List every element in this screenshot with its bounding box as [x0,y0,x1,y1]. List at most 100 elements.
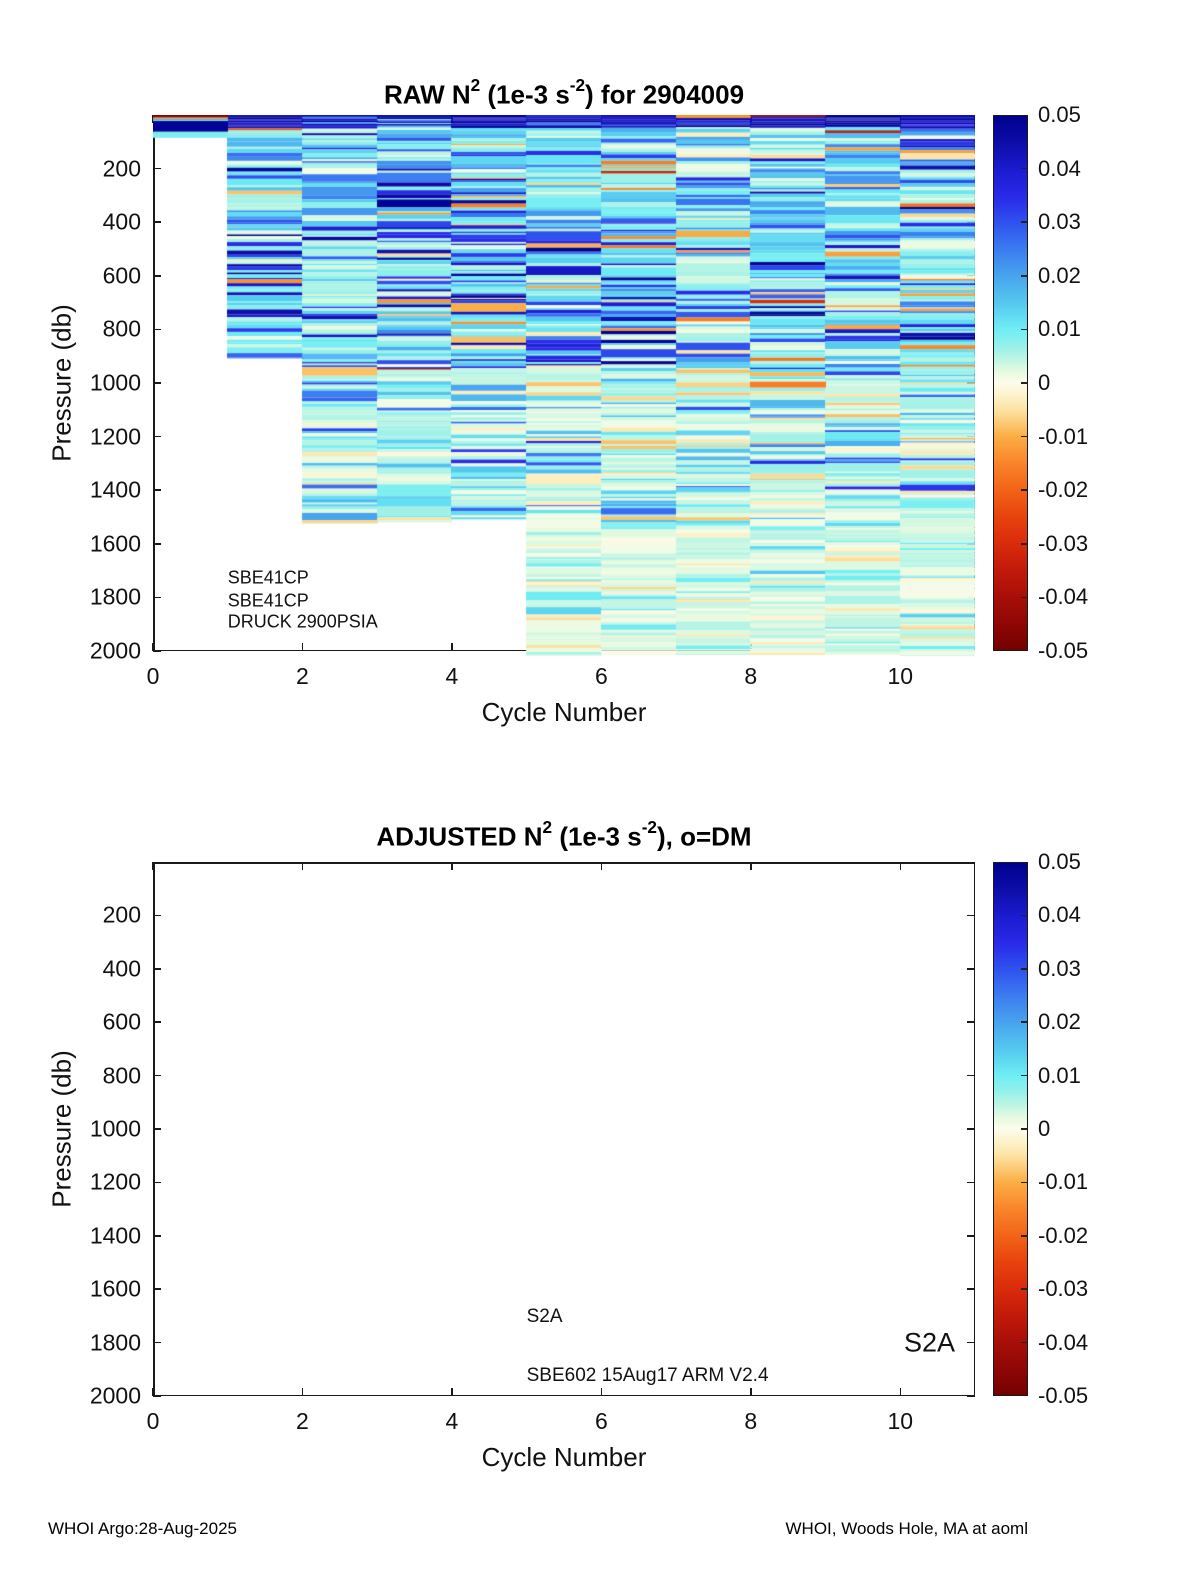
y-tick-label: 600 [102,1008,141,1035]
colorbar-tick-mark [1021,328,1028,331]
x-tick-mark-top [899,862,902,870]
y-tick-mark-right [967,1074,975,1077]
colorbar-tick-label: -0.04 [1038,584,1089,610]
y-tick-mark [153,1128,161,1130]
colorbar-tick-mark [1021,968,1028,970]
y-tick-mark-right [967,1395,975,1397]
colorbar-tick-label: -0.01 [1038,423,1089,449]
colorbar-tick-label: -0.05 [1038,638,1089,663]
x-tick-label: 2 [296,663,309,689]
plot-annotation: S2A [526,1306,563,1328]
x-tick-label: 0 [146,1408,160,1434]
y-tick-mark [153,1395,161,1397]
colorbar-tick-label: 0 [1038,370,1051,395]
colorbar-tick-label: 0.02 [1038,262,1081,288]
y-tick-mark-right [967,1021,975,1023]
x-tick-mark [152,1388,154,1396]
y-tick-mark-right [967,1128,975,1130]
x-tick-mark-top [600,862,603,870]
colorbar-tick-mark [1021,1128,1028,1130]
y-tick-mark [153,1341,161,1344]
raw-heatmap-axes [152,115,975,658]
raw-plot-title: RAW N2 (1e-3 s-2) for 2904009 [153,75,975,111]
colorbar-tick-label: -0.04 [1038,1329,1089,1355]
raw-title-text: RAW N [383,79,471,110]
y-tick-label: 200 [102,901,141,928]
colorbar-tick-label: 0.05 [1038,102,1081,127]
y-tick-label: 400 [102,208,141,235]
colorbar-tick-mark [1021,543,1028,545]
y-tick-label: 2000 [89,1382,141,1409]
y-tick-label: 1600 [89,1275,141,1302]
colorbar-tick-label: 0.02 [1038,1009,1081,1035]
x-tick-mark [750,1388,752,1396]
colorbar-tick-mark [1021,221,1028,223]
y-tick-label: 400 [102,955,141,982]
colorbar-tick-mark [1021,1181,1028,1184]
colorbar-tick-mark [1021,167,1028,170]
x-tick-label: 6 [594,1408,608,1434]
plot-annotation: SBE602 15Aug17 ARM V2.4 [526,1364,769,1386]
y-tick-mark-right [967,968,975,970]
colorbar-tick-mark [1021,1235,1028,1237]
colorbar-tick-mark [1021,435,1028,438]
adjusted-plot-title: ADJUSTED N2 (1e-3 s-2), o=DM [153,817,975,853]
y-tick-mark-right [967,1181,975,1184]
y-tick-label: 1400 [89,1222,141,1249]
y-tick-mark-right [967,1341,975,1344]
raw-title-suffix: ) for 2904009 [585,79,745,110]
colorbar-tick-label: 0.04 [1038,902,1081,928]
colorbar-tick-mark [1021,489,1028,491]
adjusted-xaxis-title: Cycle Number [481,1442,647,1472]
colorbar-tick-label: 0.03 [1038,209,1081,235]
raw-title-mid: (1e-3 s [480,79,570,110]
colorbar-tick-label: 0 [1038,1116,1051,1141]
x-tick-mark-top [451,862,453,870]
y-tick-label: 1600 [89,530,141,557]
x-tick-label: 6 [594,663,608,689]
colorbar-tick-mark [1021,1288,1028,1290]
y-tick-label: 2000 [89,637,141,664]
y-tick-mark [153,1235,161,1237]
plot-annotation: SBE41CP [227,567,309,588]
y-tick-label: 1000 [89,1115,141,1142]
y-tick-mark [153,1288,161,1290]
x-tick-label: 2 [296,1408,309,1434]
x-tick-mark [301,1388,304,1396]
y-tick-mark [153,1181,161,1184]
plot-annotation: SBE41CP [227,590,309,611]
axis-line-bottom [153,1394,975,1396]
x-tick-mark [451,1388,453,1396]
x-tick-label: 10 [887,1408,914,1434]
raw-title-supneg2: -2 [569,75,586,96]
colorbar-tick-mark [1021,1074,1028,1077]
y-tick-mark [153,968,161,970]
y-tick-label: 1200 [89,423,141,450]
colorbar-tick-mark [1021,914,1028,917]
x-tick-label: 10 [887,663,914,689]
y-tick-label: 200 [102,155,141,182]
colorbar-tick-mark [1021,382,1028,384]
x-tick-label: 8 [744,663,758,689]
adjusted-title-supneg2: -2 [641,817,657,838]
colorbar-tick-mark [1021,1341,1028,1344]
adjusted-title-mid: (1e-3 s [552,821,642,852]
y-tick-label: 1000 [89,369,141,396]
colorbar-tick-label: 0.04 [1038,155,1081,181]
y-tick-mark-right [967,1235,975,1237]
x-tick-mark-top [750,862,752,870]
footer-left-text: WHOI Argo:28-Aug-2025 [48,1519,237,1538]
footer-right-text: WHOI, Woods Hole, MA at aoml [785,1519,1028,1538]
x-tick-mark [899,1388,902,1396]
y-tick-label: 1200 [89,1168,141,1195]
x-tick-label: 4 [445,1408,459,1434]
x-tick-mark-top [152,862,154,870]
y-tick-label: 800 [102,315,141,342]
raw-heatmap-canvas [153,115,975,658]
y-tick-mark-right [967,1288,975,1290]
colorbar-tick-label: -0.05 [1038,1383,1089,1408]
plot-annotation: DRUCK 2900PSIA [227,611,378,632]
colorbar-tick-mark [1021,596,1028,599]
axis-line-top [153,862,975,864]
